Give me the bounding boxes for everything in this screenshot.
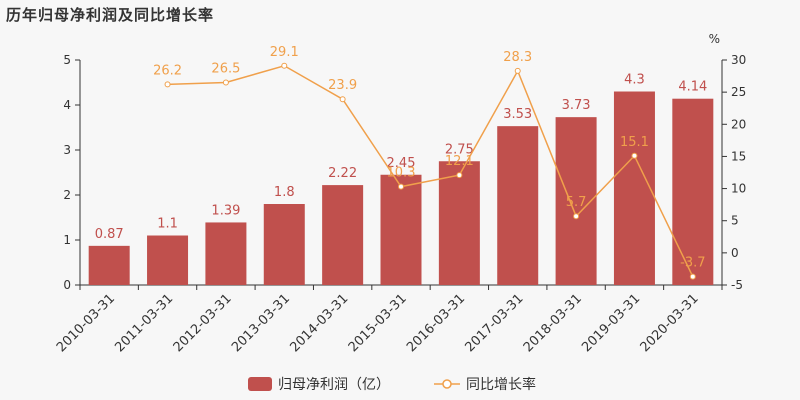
bar-value-label: 3.73	[562, 98, 591, 113]
bar	[380, 174, 422, 285]
growth-rate-label: -3.7	[680, 256, 705, 271]
x-tick-label: 2013-03-31	[229, 291, 293, 355]
legend-bar-label: 归母净利润（亿）	[278, 376, 390, 393]
legend-line-marker	[442, 379, 452, 389]
bar	[613, 91, 655, 285]
growth-rate-point	[339, 96, 346, 103]
growth-rate-point	[631, 152, 638, 159]
x-tick-label: 2012-03-31	[171, 291, 235, 355]
bar	[88, 245, 130, 285]
x-tick-label: 2014-03-31	[287, 291, 351, 355]
y-left-tick-label: 1	[63, 233, 71, 247]
growth-rate-point	[222, 79, 229, 86]
bar-value-label: 1.8	[274, 185, 295, 200]
y-left-tick-label: 5	[63, 53, 71, 67]
growth-rate-label: 28.3	[503, 50, 532, 65]
y-right-tick-label: -5	[731, 278, 743, 292]
growth-rate-point	[398, 183, 404, 190]
bar-value-label: 2.22	[328, 166, 357, 181]
x-tick-label: 2015-03-31	[346, 291, 410, 355]
bar	[497, 126, 539, 286]
bar-value-label: 2.75	[445, 142, 474, 157]
bar	[438, 161, 480, 285]
growth-rate-label: 23.9	[328, 78, 357, 93]
y-right-tick-label: 30	[731, 53, 746, 67]
bar-value-label: 1.1	[157, 217, 178, 232]
bar	[322, 185, 364, 285]
y-left-tick-label: 0	[63, 278, 71, 292]
legend-line-label: 同比增长率	[466, 376, 536, 393]
y-right-tick-label: 5	[731, 214, 739, 228]
growth-rate-label: 15.1	[620, 135, 649, 150]
bar-value-label: 1.39	[211, 203, 240, 218]
bar	[147, 235, 189, 285]
growth-rate-point	[281, 62, 288, 69]
bar-value-label: 3.53	[503, 107, 532, 122]
y-right-tick-label: 10	[731, 182, 746, 196]
bar	[263, 204, 305, 285]
bar	[672, 98, 714, 285]
growth-rate-point	[456, 172, 463, 179]
y-right-tick-label: 25	[731, 85, 746, 99]
growth-rate-label: 5.7	[566, 195, 587, 210]
x-tick-label: 2018-03-31	[521, 291, 585, 355]
x-tick-label: 2020-03-31	[638, 291, 702, 355]
y-right-tick-label: 0	[731, 246, 739, 260]
chart-title: 历年归母净利润及同比增长率	[6, 6, 215, 24]
growth-rate-line	[167, 64, 694, 277]
x-tick-label: 2019-03-31	[579, 291, 643, 355]
x-tick-label: 2010-03-31	[54, 291, 118, 355]
growth-rate-point	[573, 213, 580, 220]
y-left-tick-label: 3	[63, 143, 71, 157]
growth-rate-label: 12.1	[445, 154, 474, 169]
legend-bar-swatch	[248, 377, 272, 391]
bar-value-label: 4.14	[678, 80, 707, 95]
x-tick-label: 2017-03-31	[463, 291, 527, 355]
growth-rate-label: 10.3	[387, 166, 416, 181]
y-left-tick-label: 2	[63, 188, 71, 202]
growth-rate-label: 29.1	[270, 45, 299, 60]
x-tick-label: 2011-03-31	[112, 291, 176, 355]
bar	[205, 222, 247, 285]
y-left-tick-label: 4	[63, 98, 71, 112]
y-right-tick-label: 15	[731, 149, 746, 163]
x-tick-label: 2016-03-31	[404, 291, 468, 355]
bar-value-label: 0.87	[95, 227, 124, 242]
y-right-unit: %	[709, 32, 720, 46]
growth-rate-point	[514, 67, 521, 74]
growth-rate-point	[689, 273, 696, 280]
growth-rate-point	[164, 81, 171, 88]
bar-value-label: 2.45	[387, 156, 416, 171]
growth-rate-label: 26.2	[153, 63, 182, 78]
growth-rate-label: 26.5	[211, 62, 240, 77]
bar-value-label: 4.3	[624, 73, 645, 88]
y-right-tick-label: 20	[731, 117, 746, 131]
